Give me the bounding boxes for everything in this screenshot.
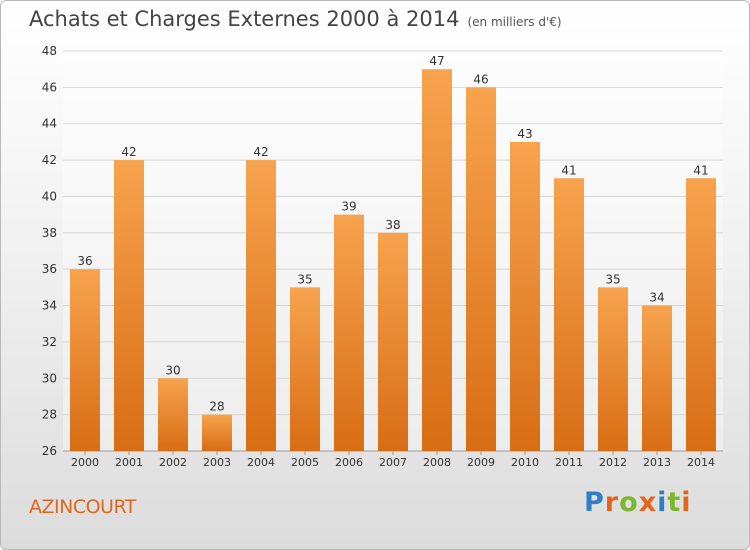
x-tick-label: 2014 <box>687 456 715 469</box>
data-label: 36 <box>77 254 92 268</box>
data-label: 46 <box>473 72 488 86</box>
bar <box>554 178 584 452</box>
data-label: 34 <box>649 291 664 305</box>
y-tick-label: 46 <box>42 80 57 94</box>
y-tick-label: 26 <box>42 444 57 458</box>
data-label: 38 <box>385 218 400 232</box>
logo-letter: P <box>584 487 605 518</box>
data-label: 35 <box>297 272 312 286</box>
x-tick-label: 2005 <box>291 456 319 469</box>
bar <box>466 87 496 451</box>
bar <box>114 160 144 451</box>
y-tick-label: 40 <box>42 189 57 203</box>
x-tick-label: 2006 <box>335 456 363 469</box>
data-label: 43 <box>517 127 532 141</box>
logo-letter: x <box>638 487 658 518</box>
data-label: 42 <box>121 145 136 159</box>
y-tick-label: 38 <box>42 226 57 240</box>
y-tick-label: 28 <box>42 408 57 422</box>
data-label: 30 <box>165 363 180 377</box>
y-tick-label: 42 <box>42 153 57 167</box>
data-label: 28 <box>209 400 224 414</box>
data-label: 41 <box>561 163 576 177</box>
bar <box>686 178 716 452</box>
chart-subtitle: (en milliers d'€) <box>467 15 562 29</box>
data-label: 42 <box>253 145 268 159</box>
y-tick-label: 30 <box>42 371 57 385</box>
data-label: 39 <box>341 200 356 214</box>
x-tick-label: 2010 <box>511 456 539 469</box>
chart-title: Achats et Charges Externes 2000 à 2014 (e… <box>29 7 562 31</box>
bar <box>598 287 628 451</box>
bar <box>510 141 540 451</box>
x-tick-label: 2003 <box>203 456 231 469</box>
bar <box>378 232 408 451</box>
bar <box>290 287 320 451</box>
x-tick-label: 2001 <box>115 456 143 469</box>
x-tick-label: 2012 <box>599 456 627 469</box>
bar <box>334 214 364 451</box>
x-tick-label: 2007 <box>379 456 407 469</box>
bar <box>642 305 672 451</box>
bar <box>70 269 100 451</box>
proxiti-logo: Proxiti <box>584 487 692 518</box>
x-tick-label: 2000 <box>71 456 99 469</box>
bar <box>158 378 188 451</box>
y-tick-label: 48 <box>42 44 57 58</box>
y-tick-label: 44 <box>42 117 57 131</box>
data-label: 35 <box>605 272 620 286</box>
logo-letter: i <box>681 487 692 518</box>
y-tick-label: 32 <box>42 335 57 349</box>
title-text: Achats et Charges Externes 2000 à 2014 <box>29 7 460 31</box>
x-tick-label: 2002 <box>159 456 187 469</box>
data-label: 47 <box>429 54 444 68</box>
data-label: 41 <box>693 163 708 177</box>
logo-letter: t <box>667 487 682 518</box>
y-tick-label: 34 <box>42 299 57 313</box>
bar <box>202 414 232 451</box>
logo-letter: r <box>604 487 620 518</box>
x-tick-label: 2013 <box>643 456 671 469</box>
x-tick-label: 2004 <box>247 456 275 469</box>
x-tick-label: 2011 <box>555 456 583 469</box>
bar <box>246 160 276 451</box>
bar <box>422 69 452 451</box>
location-name: AZINCOURT <box>29 496 136 518</box>
x-tick-label: 2009 <box>467 456 495 469</box>
x-tick-label: 2008 <box>423 456 451 469</box>
logo-letter: o <box>619 487 639 518</box>
y-tick-label: 36 <box>42 262 57 276</box>
logo-letter: i <box>657 487 668 518</box>
